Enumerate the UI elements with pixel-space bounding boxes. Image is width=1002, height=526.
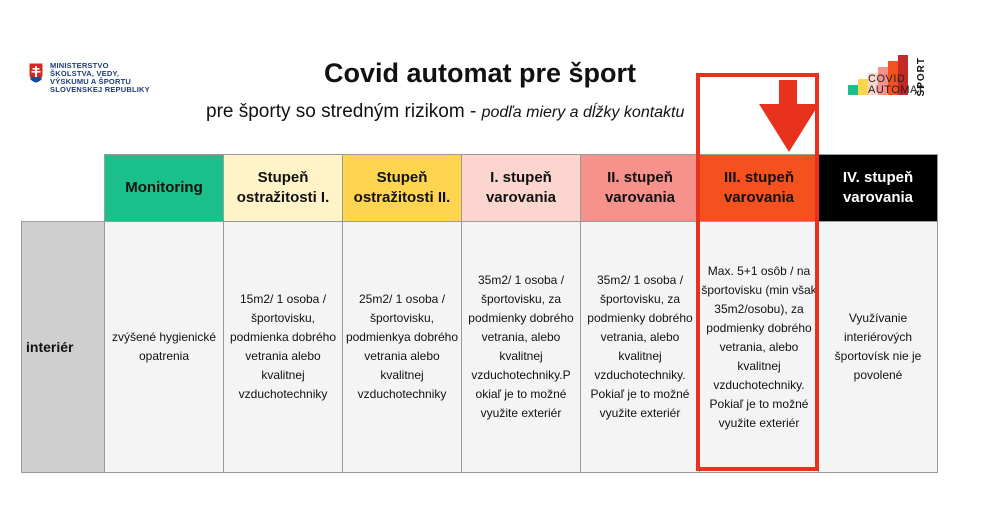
cell-ostrazitost-2: 25m2/ 1 osoba / športovisku, podmienkya … (342, 221, 462, 473)
logo-automat-text: AUTOMAT (868, 84, 925, 96)
cell-ostrazitost-1: 15m2/ 1 osoba / športovisku, podmienka d… (223, 221, 343, 473)
cell-varovanie-4: Využívanie interiérových športovísk nie … (818, 221, 938, 473)
table-header-row: Monitoring Stupeň ostražitosti I. Stupeň… (22, 154, 938, 222)
down-arrow-icon (779, 80, 797, 106)
cell-varovanie-1: 35m2/ 1 osoba / športovisku, za podmienk… (461, 221, 581, 473)
header-ostrazitost-2: Stupeň ostražitosti II. (342, 154, 462, 222)
page-subtitle: pre športy so stredným rizikom - podľa m… (206, 101, 685, 122)
highlight-frame (696, 73, 819, 471)
page-title: Covid automat pre šport (323, 58, 637, 88)
ministry-name: MINISTERSTVO ŠKOLSTVA, VEDY, VÝSKUMU A Š… (50, 61, 150, 94)
cell-varovanie-3: Max. 5+1 osôb / na športovisku (min však… (699, 221, 819, 473)
covid-automat-sport-logo: COVID AUTOMAT ŠPORT (846, 55, 936, 99)
row-label: interiér (21, 221, 105, 473)
header-monitoring: Monitoring (104, 154, 224, 222)
header-varovanie-1: I. stupeň varovania (461, 154, 581, 222)
header-varovanie-3: III. stupeň varovania (699, 154, 819, 222)
ministry-logo: MINISTERSTVO ŠKOLSTVA, VEDY, VÝSKUMU A Š… (28, 62, 150, 94)
covid-automat-table: Monitoring Stupeň ostražitosti I. Stupeň… (21, 154, 938, 473)
header-empty-cell (22, 155, 105, 222)
cell-varovanie-2: 35m2/ 1 osoba / športovisku, za podmienk… (580, 221, 700, 473)
slovak-crest-icon (28, 62, 44, 84)
header-ostrazitost-1: Stupeň ostražitosti I. (223, 154, 343, 222)
logo-sport-text: ŠPORT (916, 57, 927, 97)
cell-monitoring: zvýšené hygienické opatrenia (104, 221, 224, 473)
header-varovanie-2: II. stupeň varovania (580, 154, 700, 222)
header-varovanie-4: IV. stupeň varovania (818, 154, 938, 222)
down-arrow-head-icon (759, 104, 819, 152)
table-row-interier: interiér zvýšené hygienické opatrenia 15… (21, 221, 938, 473)
logo-covid-text: COVID (868, 73, 906, 85)
